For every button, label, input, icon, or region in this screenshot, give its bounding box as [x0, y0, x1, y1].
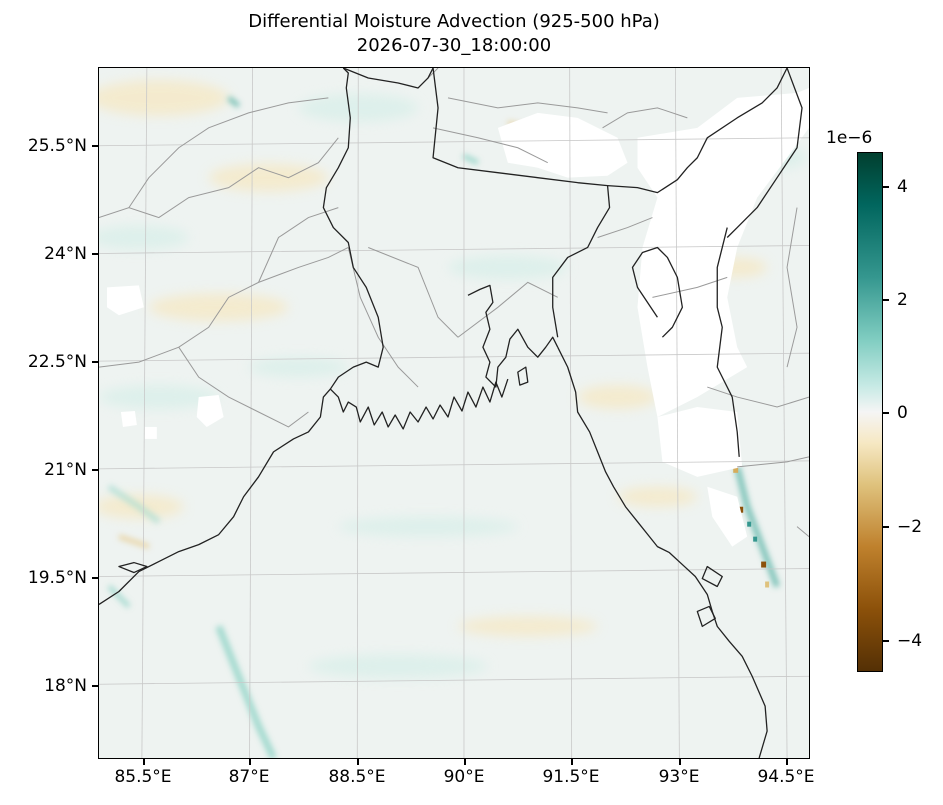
india-ne-border	[607, 68, 788, 194]
island-4	[118, 561, 148, 574]
meghna-estuary	[467, 284, 559, 388]
bangladesh-west-border	[322, 68, 384, 390]
island-2	[696, 605, 716, 628]
colorbar-tick-label: −4	[897, 631, 923, 651]
lon-tick-label: 90°E	[443, 767, 485, 787]
tripura-border	[631, 246, 684, 338]
myanmar-north-border	[726, 68, 803, 238]
lon-tick-mark-0	[143, 759, 145, 765]
colorbar-tick-mark-4	[883, 640, 889, 642]
sundarbans-coast	[329, 378, 509, 430]
lon-tick-label: 94.5°E	[757, 767, 815, 787]
missing-data-regions	[106, 87, 809, 547]
myanmar-border	[716, 227, 740, 457]
lon-tick-mark-4	[571, 759, 573, 765]
lat-tick-mark-5	[92, 685, 98, 687]
map-panel	[98, 67, 810, 759]
field-streaks	[107, 95, 780, 758]
bangladesh-north-border	[343, 68, 434, 89]
lon-tick-mark-3	[464, 759, 466, 765]
lat-tick-label: 18°N	[44, 676, 87, 696]
lon-tick-mark-5	[679, 759, 681, 765]
lon-tick-label: 91.5°E	[542, 767, 600, 787]
colorbar-tick-mark-1	[883, 299, 889, 301]
colorbar-tick-label: 0	[897, 403, 908, 423]
colorbar-tick-label: 2	[897, 290, 908, 310]
lon-tick-label: 88.5°E	[328, 767, 386, 787]
title-line-1: Differential Moisture Advection (925-500…	[248, 11, 660, 32]
colorbar-exponent: 1e−6	[826, 128, 873, 148]
lat-tick-mark-2	[92, 361, 98, 363]
colorbar-tick-mark-3	[883, 526, 889, 528]
lat-tick-label: 19.5°N	[27, 568, 87, 588]
island-1	[701, 565, 723, 588]
lat-tick-mark-3	[92, 469, 98, 471]
lat-tick-mark-0	[92, 145, 98, 147]
colorbar-tick-mark-0	[883, 186, 889, 188]
chart-title: Differential Moisture Advection (925-500…	[98, 10, 810, 58]
coastline-and-borders	[99, 68, 803, 758]
lon-tick-label: 93°E	[658, 767, 700, 787]
admin-borders	[99, 68, 809, 538]
lon-tick-mark-6	[786, 759, 788, 765]
lat-tick-label: 21°N	[44, 460, 87, 480]
map-canvas	[99, 68, 809, 758]
colorbar-tick-label: 4	[897, 177, 908, 197]
lat-tick-label: 22.5°N	[27, 352, 87, 372]
lon-tick-label: 87°E	[228, 767, 270, 787]
lat-tick-mark-1	[92, 253, 98, 255]
island-3	[517, 366, 529, 386]
gridlines	[99, 68, 809, 758]
title-line-2: 2026-07-30_18:00:00	[356, 35, 552, 56]
lon-tick-mark-2	[357, 759, 359, 765]
field-extreme-pixels	[733, 466, 770, 588]
lat-tick-mark-4	[92, 577, 98, 579]
lat-tick-label: 24°N	[44, 244, 87, 264]
colorbar-tick-label: −2	[897, 517, 923, 537]
se-coast	[557, 346, 768, 758]
lat-tick-label: 25.5°N	[27, 136, 87, 156]
lon-tick-label: 85.5°E	[114, 767, 172, 787]
colorbar-tick-mark-2	[883, 412, 889, 414]
india-east-coast	[99, 388, 331, 605]
colorbar	[857, 152, 883, 672]
lon-tick-mark-1	[249, 759, 251, 765]
